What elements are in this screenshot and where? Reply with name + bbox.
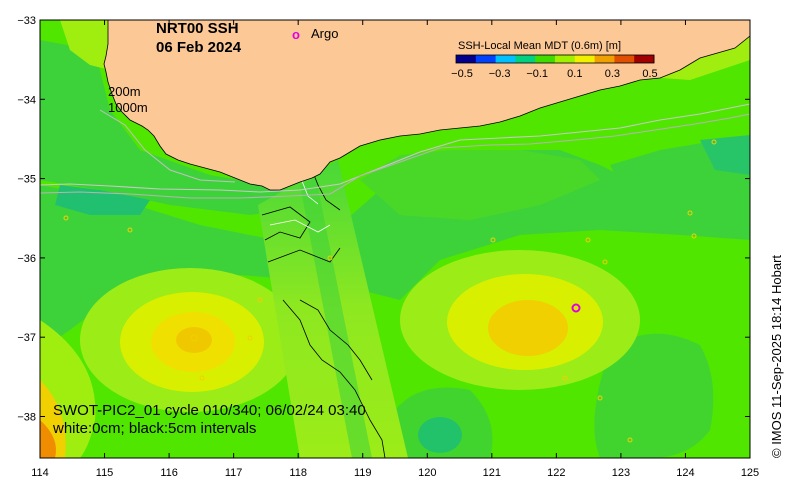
swot-caption-line2: white:0cm; black:5cm intervals <box>52 420 256 437</box>
x-tick-label: 120 <box>418 467 436 479</box>
isobath-1000m <box>40 113 750 199</box>
ssh-high-corner-core <box>40 420 56 458</box>
y-tick-label: −36 <box>17 253 36 265</box>
x-axis: 114 115 116 117 118 119 120 121 122 123 124 125 <box>31 20 759 479</box>
colorbar-segment <box>495 55 516 63</box>
swot-swath-nadir-gap <box>300 178 372 458</box>
ssh-high-east-inner <box>488 300 568 356</box>
x-tick-label: 121 <box>483 467 501 479</box>
ssh-cyan-core-south <box>418 417 462 453</box>
colorbar-tick-label: −0.1 <box>526 68 548 80</box>
colorbar-frame <box>455 54 655 64</box>
ssh-low-bay <box>360 150 600 220</box>
argo-highlight-marker <box>571 303 581 313</box>
ssh-low-north <box>40 40 340 215</box>
map-title-date: 06 Feb 2024 <box>156 39 242 56</box>
swot-caption-line1: SWOT-PIC2_01 cycle 010/340; 06/02/24 03:… <box>53 402 366 419</box>
x-tick-label: 118 <box>289 467 307 479</box>
y-tick-label: −35 <box>17 174 36 186</box>
y-tick-label: −37 <box>17 332 36 344</box>
colorbar-segment <box>515 55 536 63</box>
y-axis: −33 −34 −35 −36 −37 −38 <box>17 15 750 424</box>
x-tick-label: 125 <box>741 467 759 479</box>
colorbar-segment <box>594 55 615 63</box>
isobath-200m-label: 200m <box>108 84 141 99</box>
isobath-west-shelf <box>99 109 236 183</box>
argo-legend-icon: o <box>292 27 300 42</box>
colorbar-segment <box>614 55 635 63</box>
x-tick-label: 119 <box>354 467 372 479</box>
isobath-200m <box>40 103 750 193</box>
map-plot-area <box>40 20 750 458</box>
x-tick-label: 123 <box>612 467 630 479</box>
x-tick-label: 122 <box>547 467 565 479</box>
swot-contours-white <box>269 175 331 233</box>
ssh-high-west-core <box>176 327 212 353</box>
y-tick-label: −34 <box>17 94 36 106</box>
map-title-product: NRT00 SSH <box>156 20 239 37</box>
x-tick-label: 114 <box>31 467 49 479</box>
y-tick-label: −38 <box>17 412 36 424</box>
ssh-cyan-core-east <box>700 135 750 175</box>
colorbar-segment <box>555 55 576 63</box>
colorbar-tick-label: 0.1 <box>567 68 582 80</box>
plot-frame <box>39 19 751 459</box>
swot-contours-black <box>261 169 386 458</box>
colorbar-segment <box>456 55 477 63</box>
colorbar <box>455 54 655 64</box>
argo-markers <box>63 139 717 443</box>
colorbar-tick-label: 0.3 <box>605 68 620 80</box>
y-tick-label: −33 <box>17 15 36 27</box>
x-tick-label: 117 <box>225 467 243 479</box>
ssh-low-southeast <box>594 333 714 458</box>
isobath-1000m-label: 1000m <box>108 100 148 115</box>
colorbar-segment <box>475 55 497 63</box>
ssh-high-northwest <box>60 20 110 70</box>
x-tick-label: 124 <box>676 467 694 479</box>
colorbar-segment <box>574 55 596 63</box>
x-tick-label: 115 <box>96 467 114 479</box>
argo-legend-label: Argo <box>311 26 338 41</box>
colorbar-tick-label: 0.5 <box>642 68 657 80</box>
colorbar-title: SSH-Local Mean MDT (0.6m) [m] <box>458 40 621 52</box>
colorbar-tick-label: −0.3 <box>489 68 511 80</box>
x-tick-label: 116 <box>160 467 178 479</box>
colorbar-tick-labels: −0.5 −0.3 −0.1 0.1 0.3 0.5 <box>451 68 658 80</box>
colorbar-segment <box>634 55 655 63</box>
credit-text: © IMOS 11-Sep-2025 18:14 Hobart <box>769 255 784 458</box>
colorbar-tick-label: −0.5 <box>451 68 473 80</box>
colorbar-segment <box>535 55 556 63</box>
ssh-low-west <box>40 150 750 350</box>
